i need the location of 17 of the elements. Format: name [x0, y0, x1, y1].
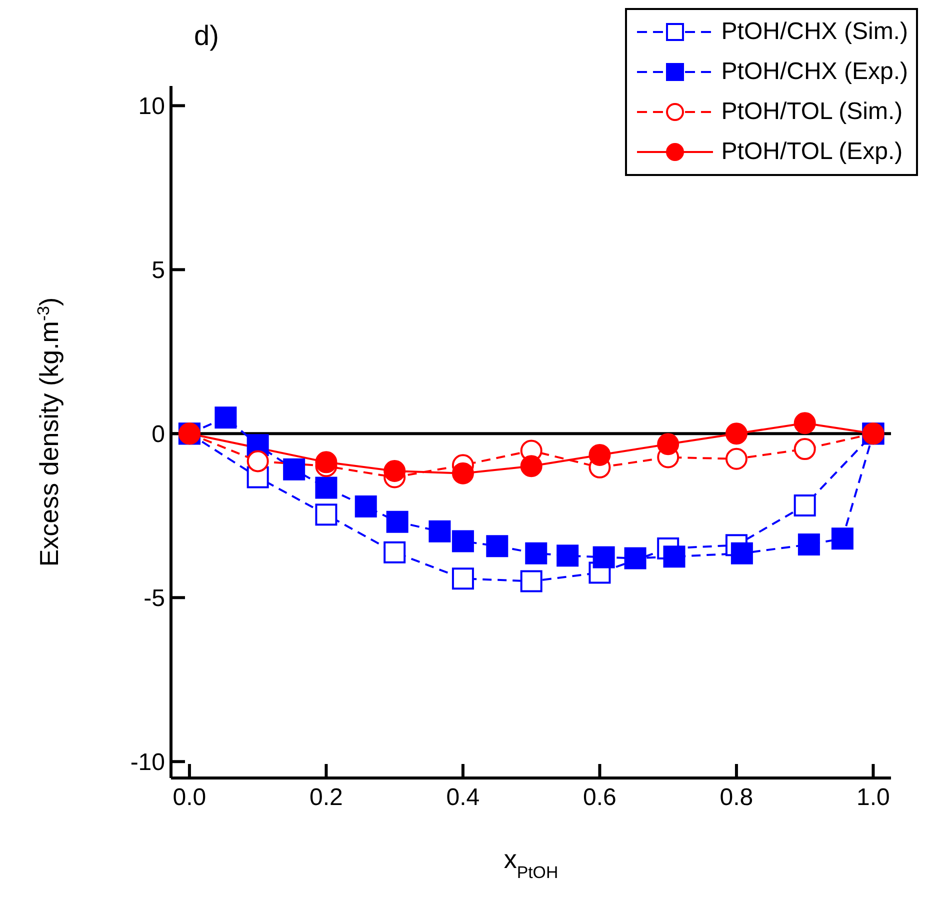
- x-tick-label: 0.4: [446, 784, 480, 812]
- x-tick-label: 0.6: [583, 784, 616, 812]
- legend-label: PtOH/CHX (Sim.): [721, 18, 908, 46]
- legend-label: PtOH/TOL (Sim.): [721, 98, 903, 126]
- legend-label: PtOH/CHX (Exp.): [721, 58, 908, 86]
- chart-title: d): [194, 20, 219, 52]
- y-tick-label: -10: [130, 749, 165, 776]
- x-tick-label: 0.2: [310, 784, 343, 812]
- y-tick-label: 5: [152, 257, 165, 284]
- x-axis-title: x$_{PtOH}$: [504, 844, 558, 882]
- x-tick-label: 0.0: [172, 784, 206, 812]
- x-tick-label: 1.0: [856, 784, 890, 812]
- y-tick-label: 0: [152, 421, 165, 448]
- y-tick-label: -5: [144, 585, 165, 612]
- legend-label: PtOH/TOL (Exp.): [721, 138, 903, 166]
- x-tick-label: 0.8: [720, 784, 754, 812]
- y-tick-label: 10: [138, 93, 165, 120]
